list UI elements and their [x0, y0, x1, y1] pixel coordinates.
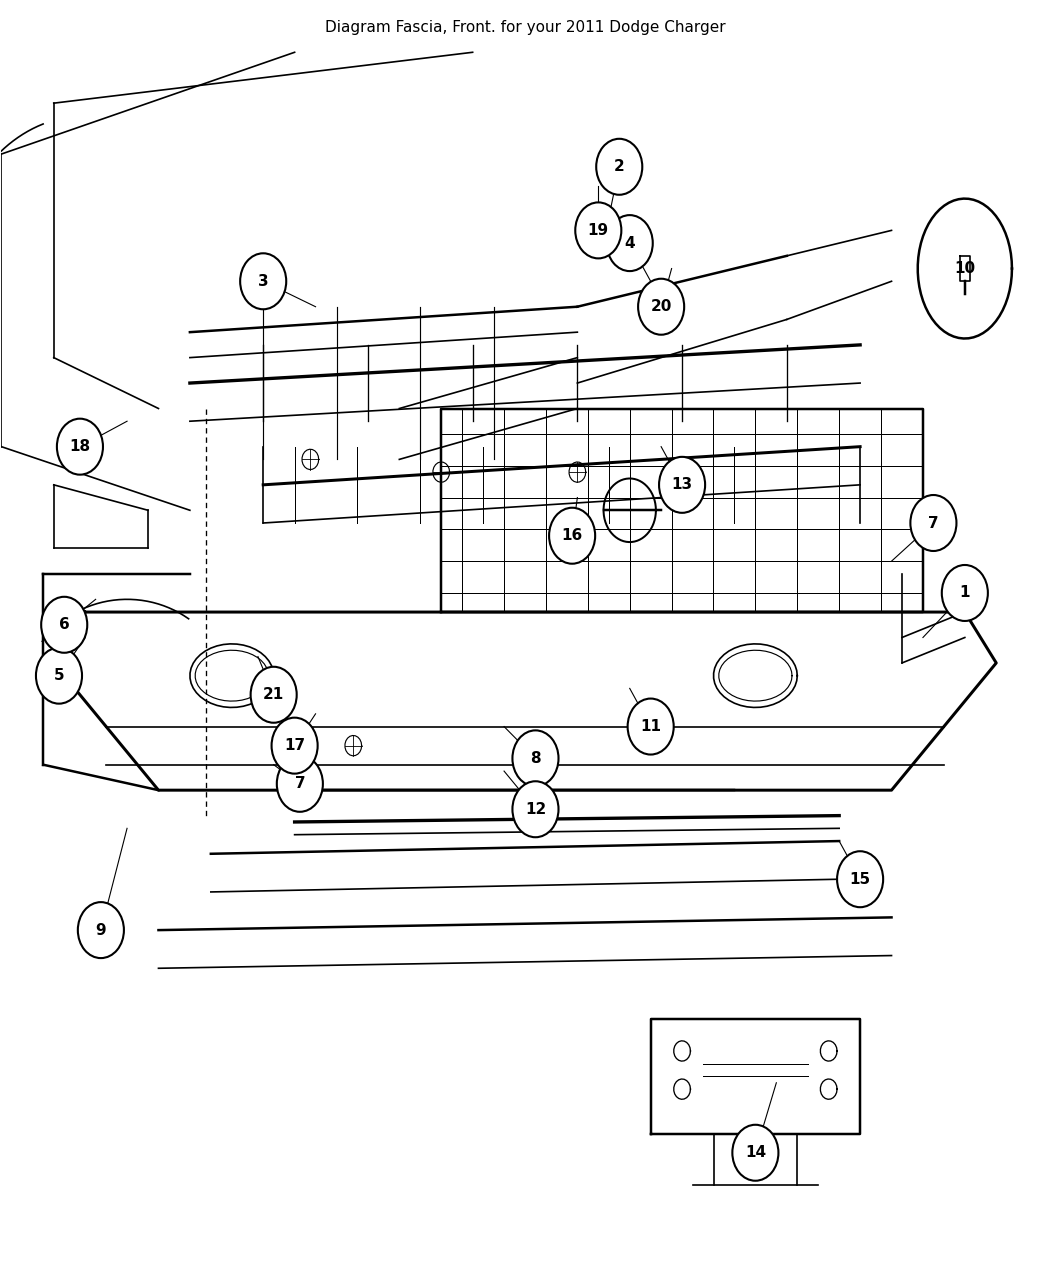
Text: 2: 2: [614, 159, 625, 175]
Circle shape: [942, 565, 988, 621]
Text: 16: 16: [562, 528, 583, 543]
Text: Diagram Fascia, Front. for your 2011 Dodge Charger: Diagram Fascia, Front. for your 2011 Dod…: [324, 20, 726, 36]
Text: 12: 12: [525, 802, 546, 817]
Text: 20: 20: [650, 300, 672, 314]
Circle shape: [41, 597, 87, 653]
Text: 3: 3: [258, 274, 269, 288]
Circle shape: [638, 279, 685, 335]
Text: 21: 21: [264, 687, 285, 703]
Text: 8: 8: [530, 751, 541, 766]
Circle shape: [837, 852, 883, 908]
Text: 5: 5: [54, 668, 64, 683]
Text: 15: 15: [849, 872, 870, 886]
Circle shape: [607, 215, 653, 272]
Text: 19: 19: [588, 223, 609, 238]
Text: 9: 9: [96, 923, 106, 937]
Circle shape: [277, 756, 323, 812]
Circle shape: [512, 731, 559, 787]
Text: 14: 14: [744, 1145, 765, 1160]
Circle shape: [575, 203, 622, 259]
Circle shape: [628, 699, 674, 755]
Text: 7: 7: [928, 515, 939, 530]
Circle shape: [240, 254, 287, 310]
Circle shape: [659, 456, 706, 513]
Text: 10: 10: [954, 261, 975, 277]
Circle shape: [251, 667, 297, 723]
Text: 4: 4: [625, 236, 635, 251]
Circle shape: [512, 782, 559, 838]
Text: 6: 6: [59, 617, 69, 632]
Circle shape: [596, 139, 643, 195]
Circle shape: [732, 1125, 778, 1181]
Text: 7: 7: [295, 776, 306, 792]
Circle shape: [36, 648, 82, 704]
Circle shape: [78, 903, 124, 958]
Text: 17: 17: [285, 738, 306, 754]
Text: 1: 1: [960, 585, 970, 601]
Circle shape: [57, 418, 103, 474]
Text: 13: 13: [672, 477, 693, 492]
Text: 18: 18: [69, 439, 90, 454]
Circle shape: [272, 718, 318, 774]
Circle shape: [910, 495, 957, 551]
Text: 11: 11: [640, 719, 662, 734]
Circle shape: [549, 507, 595, 564]
